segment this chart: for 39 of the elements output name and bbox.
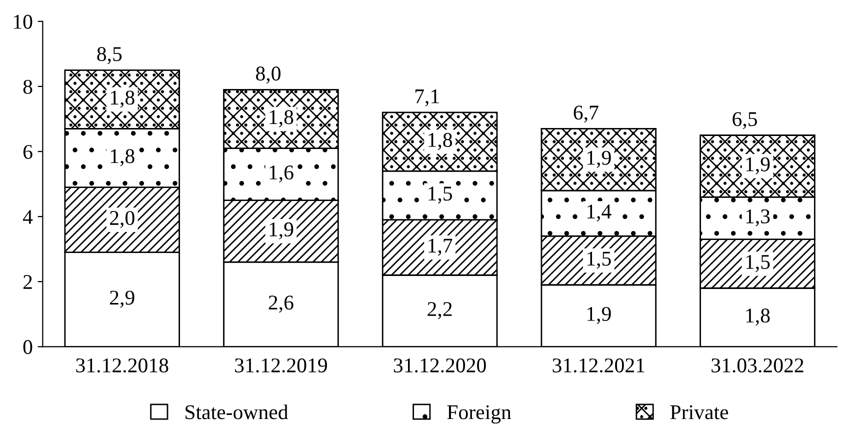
data-label: 1,5 [746, 254, 770, 272]
data-label: 1,8 [746, 308, 770, 326]
y-tick-label: 8 [23, 80, 32, 94]
total-label: 8,5 [97, 47, 122, 64]
y-tick-label: 4 [22, 210, 33, 224]
x-tick-label: 31.12.2019 [235, 358, 327, 373]
data-label: 1,5 [428, 186, 452, 204]
data-label: 1,9 [587, 150, 611, 168]
x-tick-label: 31.03.2022 [712, 358, 804, 373]
data-label: 1,3 [746, 209, 770, 226]
data-label: 1,6 [270, 165, 294, 182]
data-label: 1,4 [587, 204, 612, 222]
data-label: 2,6 [268, 296, 294, 313]
data-label: 1,9 [270, 222, 294, 240]
data-label: 2,0 [110, 210, 134, 228]
total-label: 6,7 [574, 106, 598, 123]
y-tick-label: 6 [23, 144, 32, 159]
y-tick-label: 0 [23, 340, 32, 354]
x-tick-label: 31.12.2018 [76, 358, 168, 373]
data-label: 1,9 [746, 157, 770, 174]
legend-label: Private [670, 405, 728, 420]
y-tick-label: 10 [14, 14, 32, 29]
legend-label: Foreign [447, 405, 512, 424]
data-label: 1,8 [428, 132, 452, 150]
x-tick-label: 31.12.2021 [552, 358, 644, 373]
total-label: 6,5 [732, 112, 757, 130]
data-label: 1,5 [587, 252, 611, 269]
total-label: 7,1 [415, 89, 439, 106]
data-label: 1,8 [110, 149, 134, 166]
data-label: 2,9 [110, 290, 134, 308]
data-label: 1,8 [110, 90, 134, 108]
data-label: 1,8 [270, 110, 294, 128]
legend-label: State-owned [186, 404, 288, 420]
data-label: 1,7 [428, 238, 452, 256]
data-label: 1,9 [587, 306, 611, 324]
y-tick-label: 2 [23, 275, 32, 289]
total-label: 8,0 [256, 66, 280, 84]
data-label: 2,2 [428, 302, 452, 320]
x-tick-label: 31.12.2020 [394, 358, 486, 373]
